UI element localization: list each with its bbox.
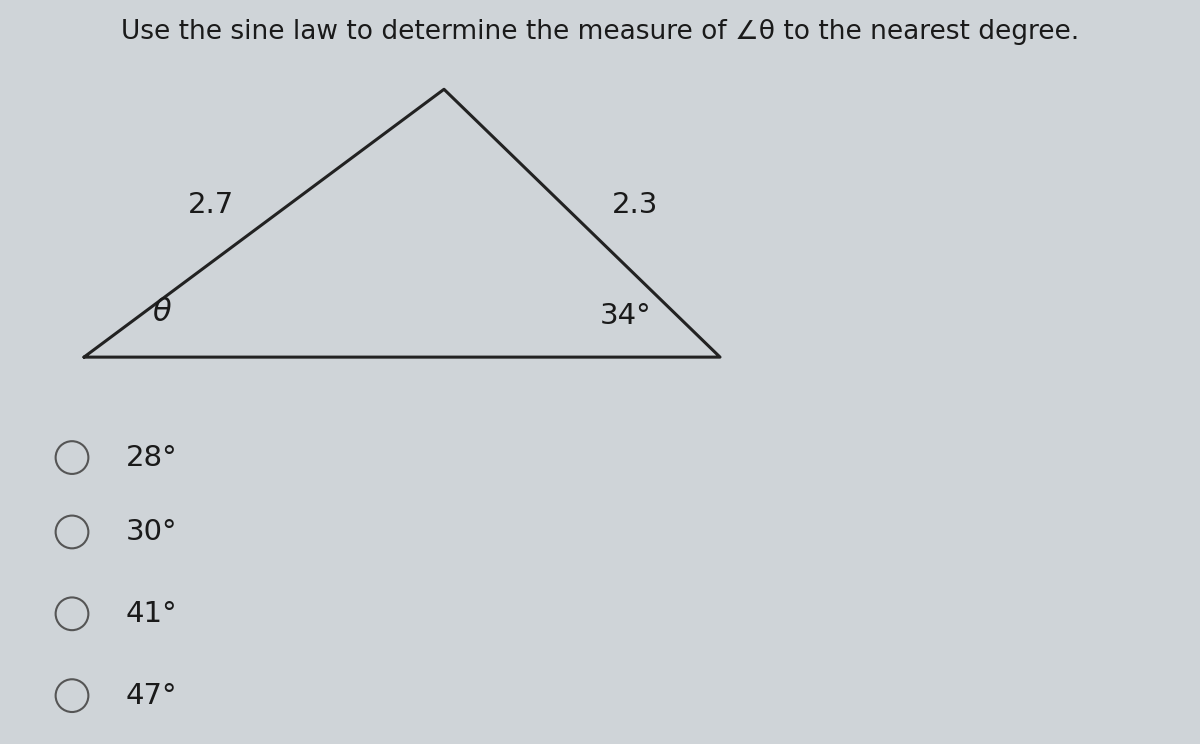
Text: 47°: 47°	[126, 682, 178, 710]
Text: 2.7: 2.7	[187, 190, 234, 219]
Text: 28°: 28°	[126, 443, 178, 472]
Text: Use the sine law to determine the measure of ∠θ to the nearest degree.: Use the sine law to determine the measur…	[121, 19, 1079, 45]
Text: 34°: 34°	[600, 302, 652, 330]
Text: 2.3: 2.3	[612, 190, 659, 219]
Text: θ: θ	[152, 298, 172, 327]
Text: 30°: 30°	[126, 518, 178, 546]
Text: 41°: 41°	[126, 600, 178, 628]
